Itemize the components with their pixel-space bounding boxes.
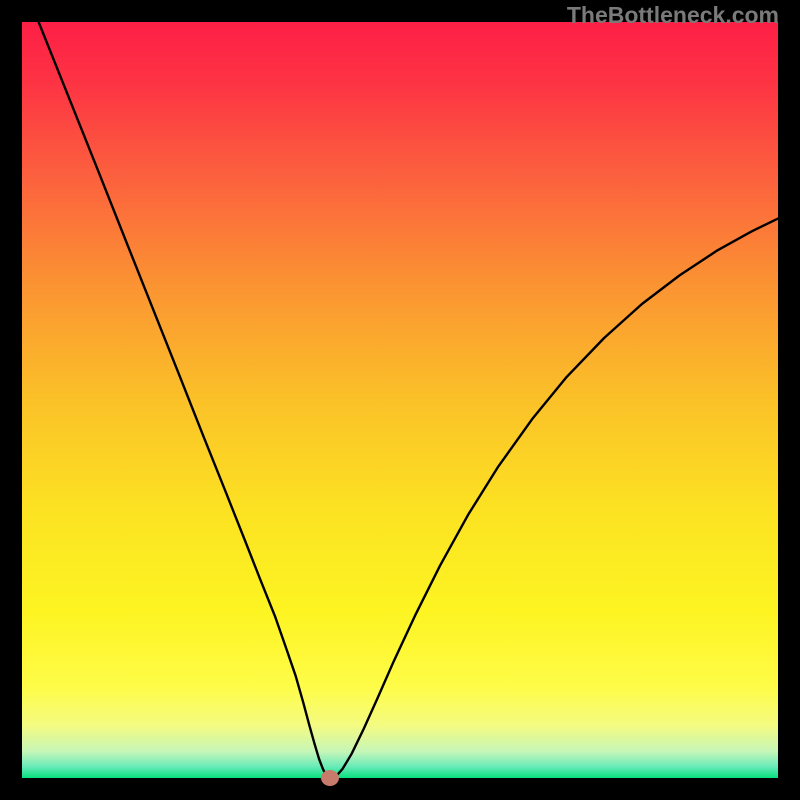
chart-container: TheBottleneck.com — [0, 0, 800, 800]
curve-layer — [22, 22, 778, 778]
watermark-text: TheBottleneck.com — [567, 2, 779, 29]
plot-area — [22, 22, 778, 778]
bottleneck-marker — [321, 770, 339, 786]
bottleneck-curve — [39, 22, 778, 778]
